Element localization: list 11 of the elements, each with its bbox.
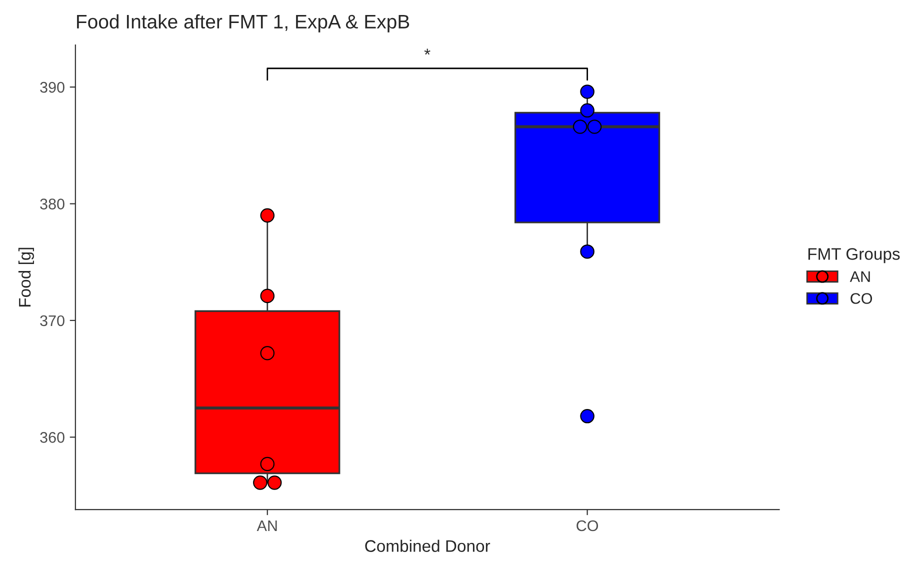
legend-title: FMT Groups bbox=[808, 248, 900, 264]
legend-label: AN bbox=[850, 271, 870, 282]
y-tick-label: 380 bbox=[40, 198, 64, 210]
y-tick-label: 370 bbox=[40, 315, 64, 326]
x-axis-title: Combined Donor bbox=[365, 540, 490, 552]
annotation: * bbox=[424, 48, 430, 55]
y-tick-label: 360 bbox=[40, 432, 64, 443]
legend-label: CO bbox=[850, 293, 872, 304]
chart-title: Food Intake after FMT 1, ExpA & ExpB bbox=[77, 14, 410, 32]
y-axis-title: Food [g] bbox=[18, 248, 34, 306]
y-tick-label: 390 bbox=[40, 82, 64, 93]
